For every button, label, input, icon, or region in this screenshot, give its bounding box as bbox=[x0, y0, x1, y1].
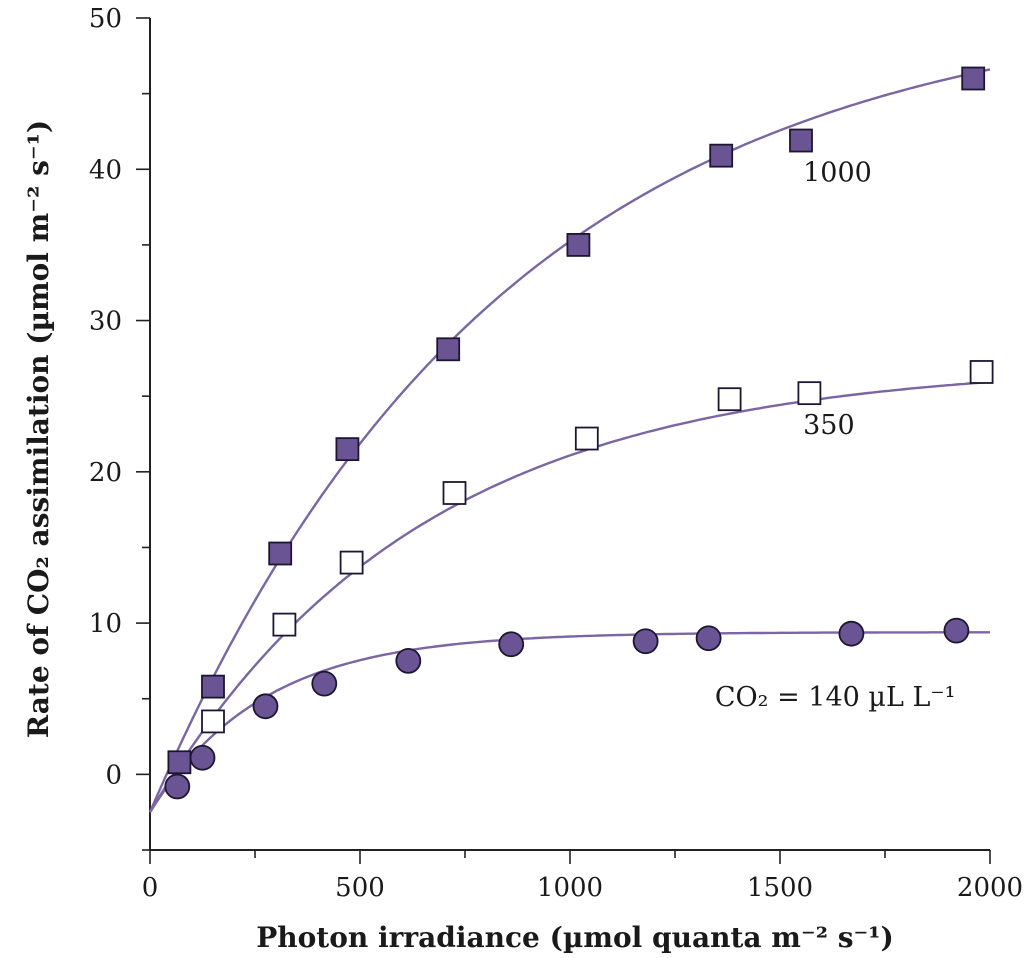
x-tick-label: 1500 bbox=[747, 873, 813, 903]
data-point-140 bbox=[395, 648, 422, 674]
x-tick-label: 2000 bbox=[957, 873, 1023, 903]
data-point-350 bbox=[272, 612, 297, 637]
y-tick-label: 30 bbox=[89, 307, 122, 337]
y-tick-label: 20 bbox=[89, 458, 122, 488]
data-point-350 bbox=[969, 360, 994, 384]
series-label-350: 350 bbox=[803, 410, 855, 441]
data-point-140 bbox=[632, 628, 659, 655]
data-point-1000 bbox=[566, 233, 591, 257]
data-point-350 bbox=[574, 426, 599, 451]
data-point-140 bbox=[189, 744, 216, 771]
data-point-1000 bbox=[709, 143, 734, 168]
x-tick-label: 1000 bbox=[537, 873, 603, 903]
data-point-1000 bbox=[789, 128, 813, 153]
data-point-1000 bbox=[335, 437, 360, 462]
data-point-140 bbox=[838, 620, 865, 647]
data-point-350 bbox=[339, 550, 364, 575]
y-tick-label: 10 bbox=[89, 609, 122, 639]
x-tick-label: 0 bbox=[142, 873, 159, 903]
data-points bbox=[164, 66, 994, 800]
y-tick-label: 50 bbox=[89, 4, 122, 34]
data-point-350 bbox=[201, 709, 225, 734]
series-label-140: CO₂ = 140 µL L⁻¹ bbox=[715, 682, 956, 713]
data-point-1000 bbox=[201, 674, 225, 699]
fit-curve-140 bbox=[148, 631, 990, 813]
y-tick-label: 0 bbox=[105, 760, 122, 790]
data-point-140 bbox=[943, 617, 970, 644]
data-point-1000 bbox=[961, 66, 986, 91]
y-tick-label: 40 bbox=[89, 155, 122, 185]
x-axis-title: Photon irradiance (µmol quanta m⁻² s⁻¹) bbox=[256, 921, 894, 954]
fit-curve-350 bbox=[148, 380, 991, 813]
data-point-140 bbox=[311, 670, 338, 697]
data-point-140 bbox=[695, 625, 722, 652]
data-point-1000 bbox=[436, 337, 461, 362]
data-point-1000 bbox=[268, 541, 293, 566]
y-axis-title: Rate of CO₂ assimilation (µmol m⁻² s⁻¹) bbox=[22, 120, 55, 738]
data-point-1000 bbox=[167, 750, 192, 775]
series-label-1000: 1000 bbox=[803, 157, 872, 188]
data-point-350 bbox=[442, 481, 467, 505]
data-point-140 bbox=[252, 693, 279, 720]
data-point-350 bbox=[797, 381, 822, 406]
data-point-350 bbox=[717, 387, 742, 412]
x-tick-label: 500 bbox=[335, 873, 385, 903]
data-point-140 bbox=[164, 773, 191, 800]
data-point-140 bbox=[498, 631, 525, 658]
series-labels: 1000 350 CO₂ = 140 µL L⁻¹ bbox=[715, 157, 956, 713]
